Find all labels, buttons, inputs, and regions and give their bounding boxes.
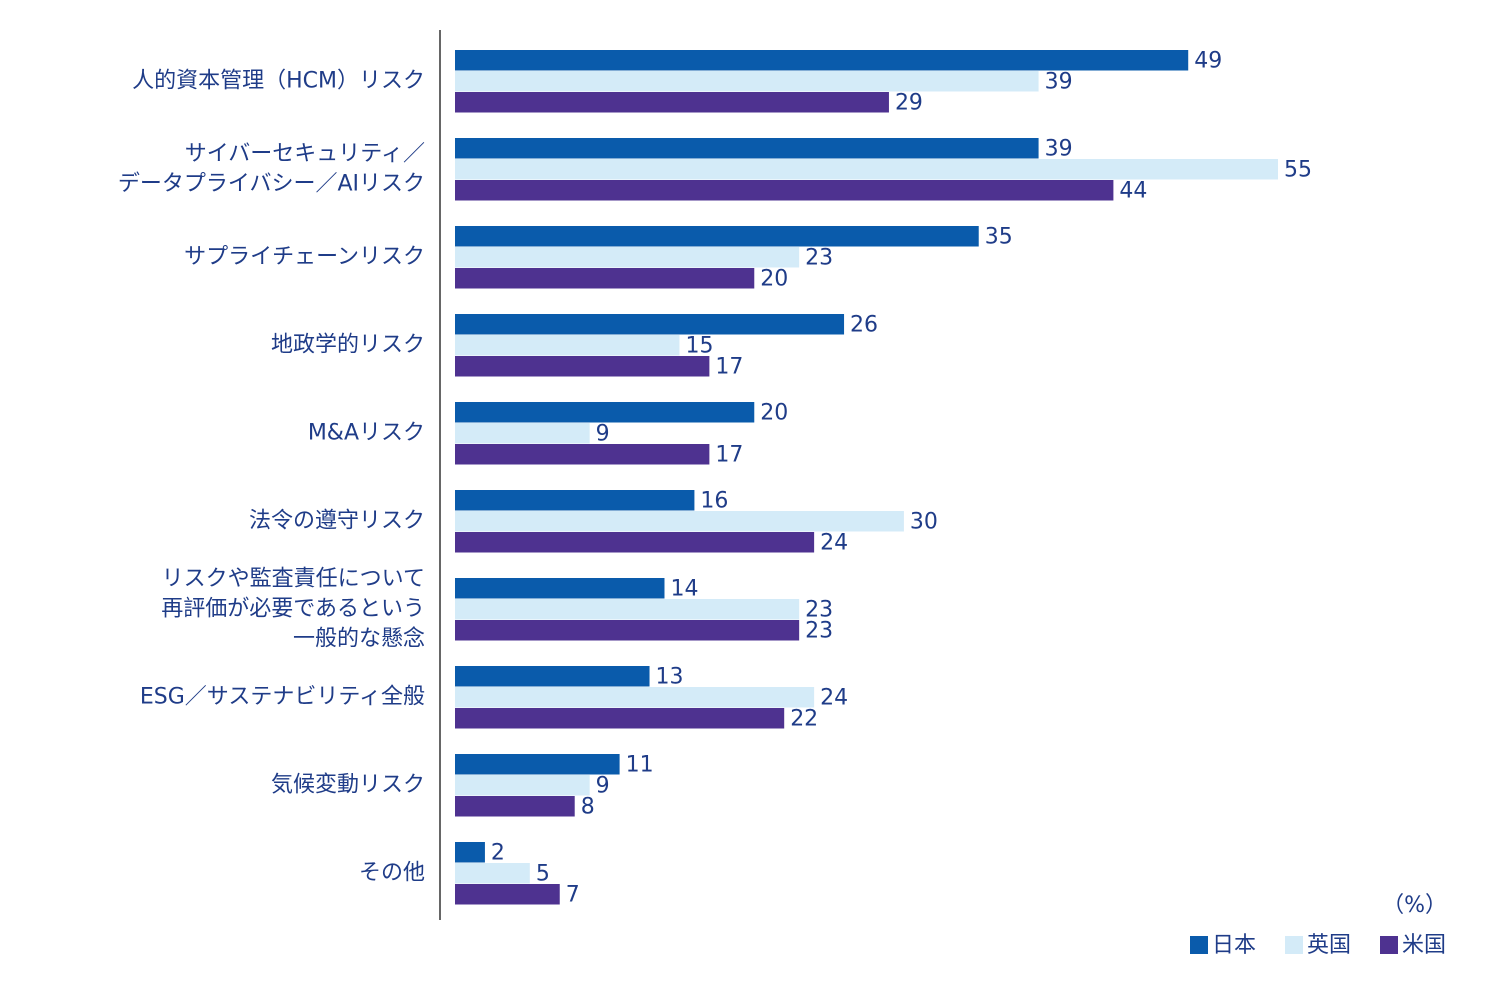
bar xyxy=(455,775,590,796)
bar xyxy=(455,863,530,884)
value-label: 20 xyxy=(760,267,788,292)
y-tick-label: 地政学的リスク xyxy=(271,333,425,358)
value-label: 23 xyxy=(805,246,833,271)
bar xyxy=(455,666,650,687)
legend-swatch xyxy=(1285,936,1303,954)
legend-label: 日本 xyxy=(1212,933,1256,958)
legend-label: 英国 xyxy=(1307,933,1351,958)
value-label: 9 xyxy=(596,774,610,799)
value-label: 39 xyxy=(1045,70,1073,95)
y-tick-label: 再評価が必要であるという xyxy=(161,597,425,622)
bar xyxy=(455,159,1278,180)
value-label: 23 xyxy=(805,598,833,623)
value-label: 35 xyxy=(985,225,1013,250)
value-label: 20 xyxy=(760,401,788,426)
bar xyxy=(455,708,785,729)
value-label: 7 xyxy=(566,883,580,908)
value-label: 55 xyxy=(1284,158,1312,183)
value-label: 14 xyxy=(670,577,698,602)
bar xyxy=(455,226,979,247)
bar xyxy=(455,314,845,335)
y-tick-label: M&Aリスク xyxy=(308,421,425,446)
y-tick-label: サプライチェーンリスク xyxy=(184,245,425,270)
bar xyxy=(455,884,560,905)
bar xyxy=(455,247,800,268)
bar xyxy=(455,71,1039,92)
value-label: 15 xyxy=(685,334,713,359)
bar xyxy=(455,490,695,511)
value-label: 24 xyxy=(820,531,848,556)
value-label: 5 xyxy=(536,862,550,887)
bar xyxy=(455,687,815,708)
legend-swatch xyxy=(1190,936,1208,954)
value-label: 24 xyxy=(820,686,848,711)
bar xyxy=(455,180,1114,201)
bar xyxy=(455,335,680,356)
bar xyxy=(455,532,815,553)
bar xyxy=(455,511,904,532)
bar xyxy=(455,268,755,289)
bar xyxy=(455,92,889,113)
value-label: 23 xyxy=(805,619,833,644)
bar xyxy=(455,50,1189,71)
y-tick-label: 気候変動リスク xyxy=(271,773,425,798)
y-tick-label: リスクや監査責任について xyxy=(162,567,425,592)
value-label: 44 xyxy=(1119,179,1147,204)
value-label: 8 xyxy=(581,795,595,820)
value-label: 17 xyxy=(715,443,743,468)
y-tick-label: データプライバシー／AIリスク xyxy=(118,172,425,197)
legend-swatch xyxy=(1380,936,1398,954)
value-label: 2 xyxy=(491,841,505,866)
value-label: 13 xyxy=(656,665,684,690)
legend-label: 米国 xyxy=(1402,933,1446,958)
value-label: 26 xyxy=(850,313,878,338)
y-tick-label: ESG／サステナビリティ全般 xyxy=(140,685,425,710)
y-tick-label: その他 xyxy=(359,861,425,886)
value-label: 11 xyxy=(626,753,654,778)
bar xyxy=(455,599,800,620)
bar xyxy=(455,620,800,641)
value-label: 16 xyxy=(700,489,728,514)
value-label: 9 xyxy=(596,422,610,447)
value-label: 22 xyxy=(790,707,818,732)
bar xyxy=(455,444,710,465)
value-label: 17 xyxy=(715,355,743,380)
y-tick-label: サイバーセキュリティ／ xyxy=(185,142,425,167)
value-label: 49 xyxy=(1194,49,1222,74)
value-label: 39 xyxy=(1045,137,1073,162)
bar xyxy=(455,356,710,377)
y-tick-label: 人的資本管理（HCM）リスク xyxy=(132,69,425,94)
value-label: 29 xyxy=(895,91,923,116)
unit-label: （%） xyxy=(1382,893,1447,918)
y-tick-label: 法令の遵守リスク xyxy=(249,509,425,534)
bar xyxy=(455,138,1039,159)
bar xyxy=(455,423,590,444)
value-label: 30 xyxy=(910,510,938,535)
bar xyxy=(455,402,755,423)
bar xyxy=(455,578,665,599)
bar xyxy=(455,754,620,775)
bar xyxy=(455,842,485,863)
bar xyxy=(455,796,575,817)
y-tick-label: 一般的な懸念 xyxy=(293,627,425,652)
